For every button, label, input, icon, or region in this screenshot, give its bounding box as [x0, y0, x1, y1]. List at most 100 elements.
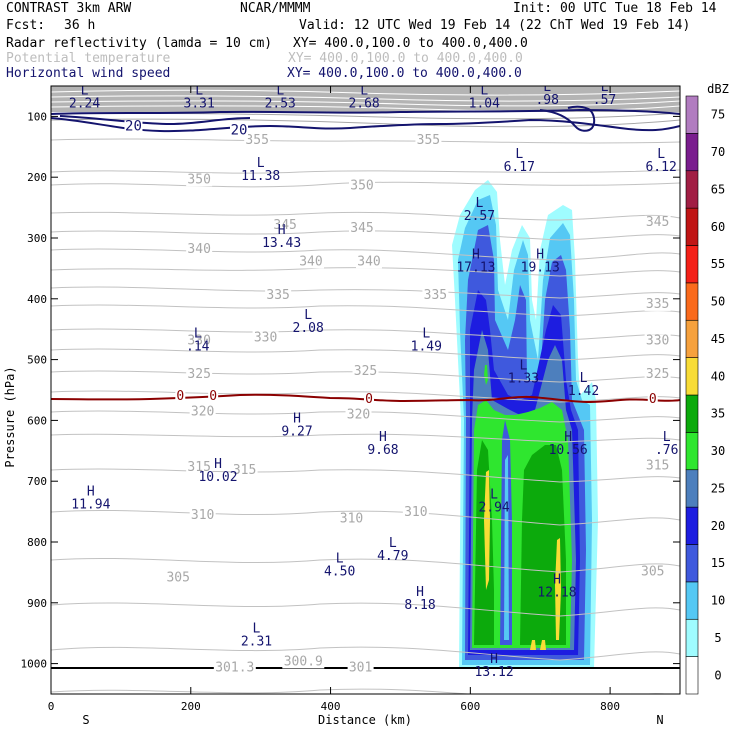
extremum-value: 4.79: [377, 549, 408, 564]
theta-label: 325: [646, 367, 669, 382]
y-tick-label: 300: [27, 232, 47, 245]
x-tick-label: 600: [460, 700, 480, 713]
colorbar-label: dBZ: [707, 82, 729, 96]
extremum-value: .76: [655, 443, 678, 458]
extremum-type: L: [81, 83, 89, 98]
extremum-type: H: [214, 457, 222, 472]
colorbar-swatch: [685, 357, 699, 396]
colorbar-swatch: [685, 581, 699, 620]
refl-green-speck: [484, 365, 488, 385]
extremum-type: L: [520, 359, 528, 374]
extremum-value: .57: [593, 93, 616, 108]
colorbar-tick-label: 70: [711, 145, 725, 159]
extremum-value: 3.31: [184, 96, 215, 111]
colorbar-tick-label: 20: [711, 519, 725, 533]
colorbar-swatch: [685, 207, 699, 246]
field-xy-reflectivity: XY= 400.0,100.0 to 400.0,400.0: [293, 36, 528, 51]
colorbar-tick-label: 55: [711, 257, 725, 271]
freezing-label: 0: [209, 389, 217, 404]
extremum-type: L: [304, 308, 312, 323]
colorbar-swatch: [685, 394, 699, 433]
theta-label: 355: [417, 133, 440, 148]
theta-label-bg: [349, 221, 376, 235]
colorbar-swatch: [685, 245, 699, 284]
extremum-type: H: [472, 247, 480, 262]
theta-label: 345: [273, 218, 296, 233]
refl-40-45-c: [530, 640, 536, 650]
theta-label-bg: [644, 215, 671, 229]
theta-label-bg: [422, 288, 449, 302]
header-valid: Valid: 12 UTC Wed 19 Feb 14 (22 ChT Wed …: [299, 18, 690, 33]
plot-frame: [50, 85, 681, 695]
theta-label: 305: [166, 571, 189, 586]
theta-label: 315: [646, 459, 669, 474]
theta-label: 315: [187, 460, 210, 475]
theta-label: 325: [187, 367, 210, 382]
extremum-type: L: [360, 83, 368, 98]
wind-label: 20: [125, 118, 142, 134]
extremum-value: 10.56: [549, 443, 588, 458]
theta-label-bg: [186, 367, 213, 381]
theta-label-bg: [345, 408, 372, 422]
theta-label-bg: [186, 460, 213, 474]
theta-label-bg: [189, 508, 216, 522]
y-tick-label: 400: [27, 293, 47, 306]
theta-label-bg: [639, 565, 666, 579]
theta-label: 335: [646, 297, 669, 312]
theta-label: 350: [350, 178, 373, 193]
colorbar-tick-label: 50: [711, 295, 725, 309]
extremum-type: L: [195, 83, 203, 98]
theta-label-bg: [282, 655, 325, 669]
extremum-value: 1.49: [411, 339, 442, 354]
colorbar-tick-label: 40: [711, 369, 725, 383]
colorbar-swatch: [685, 469, 699, 508]
colorbar-tick-label: 45: [711, 332, 725, 346]
colorbar-swatch: [685, 506, 699, 545]
extremum-value: 4.50: [324, 564, 355, 579]
colorbar-tick-label: 30: [711, 444, 725, 458]
colorbar-swatch: [685, 618, 699, 657]
theta-label-bg: [644, 459, 671, 473]
theta-label-bg: [355, 255, 382, 269]
extremum-value: 12.18: [537, 586, 576, 601]
y-tick-label: 700: [27, 475, 47, 488]
theta-label: 330: [187, 333, 210, 348]
extremum-type: H: [536, 247, 544, 262]
header-title: CONTRAST 3km ARW: [6, 1, 131, 16]
theta-label-bg: [415, 133, 442, 147]
extremum-value: 1.04: [469, 96, 500, 111]
theta-label: 320: [191, 405, 214, 420]
y-tick-label: 900: [27, 597, 47, 610]
wind-contour-labels: 20 20: [124, 118, 249, 139]
colorbar-tick-label: 0: [714, 668, 721, 682]
theta-label: 301: [349, 661, 372, 676]
theta-label-bg: [189, 405, 216, 419]
extremum-type: L: [253, 621, 261, 636]
theta-label: 345: [350, 221, 373, 236]
colorbar-swatch: [685, 133, 699, 172]
extremum-value: 2.94: [478, 501, 509, 516]
theta-label-bg: [338, 512, 365, 526]
freezing-label: 0: [176, 389, 184, 404]
extremum-value: 8.18: [404, 598, 435, 613]
theta-labels: 355 355 350 350 345 345 345 340 340 340 335 335 335 3…: [165, 133, 671, 676]
colorbar-swatch: [685, 432, 699, 471]
field-xy-wind: XY= 400.0,100.0 to 400.0,400.0: [287, 66, 522, 81]
extremum-value: 2.68: [348, 96, 379, 111]
theta-label: 335: [424, 288, 447, 303]
extremum-type: H: [87, 485, 95, 500]
extremum-type: L: [257, 156, 265, 171]
freezing-label-bg: [208, 389, 219, 401]
theta-label: 310: [404, 505, 427, 520]
extremum-value: 2.53: [265, 96, 296, 111]
extremum-value: 9.68: [367, 443, 398, 458]
theta-label-bg: [186, 173, 213, 187]
extremum-type: L: [490, 488, 498, 503]
extremum-value: 13.12: [475, 665, 514, 680]
extremum-value: 2.57: [464, 209, 495, 224]
header-source: NCAR/MMMM: [240, 1, 311, 16]
extremum-type: L: [580, 371, 588, 386]
header-fcst-label: Fcst:: [6, 18, 45, 33]
extremum-type: L: [515, 147, 523, 162]
